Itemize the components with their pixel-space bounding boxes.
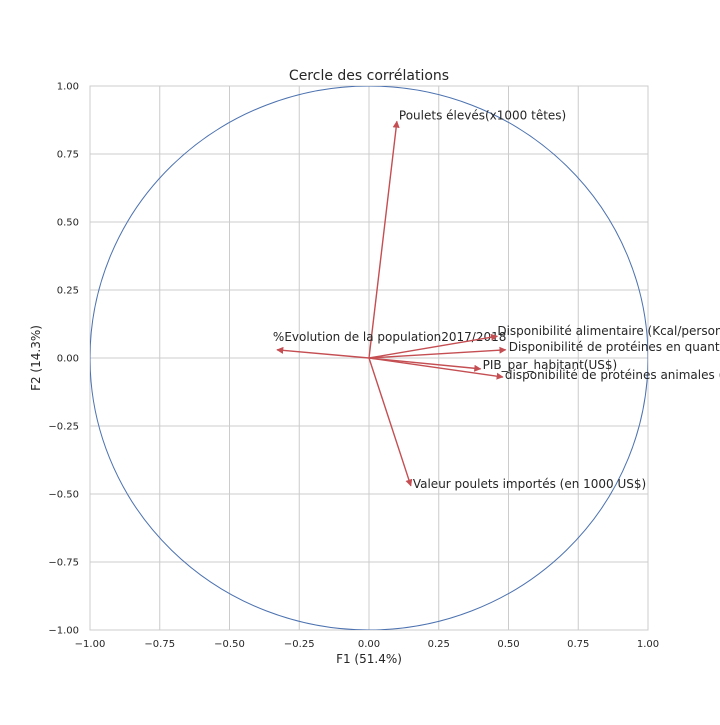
variable-label: Valeur poulets importés (en 1000 US$) [413,477,646,491]
y-tick-label: 0.50 [57,218,79,229]
x-tick-label: −0.75 [144,639,175,650]
y-tick-label: −0.50 [48,490,79,501]
x-tick-label: 0.50 [497,639,519,650]
y-tick-label: −0.25 [48,422,79,433]
variable-label: %Evolution de la population2017/2018 [273,330,506,344]
correlation-arrow [368,357,504,380]
variable-label: Disponibilité alimentaire (Kcal/personne… [497,324,720,338]
y-tick-label: 0.00 [57,354,79,365]
x-tick-label: 0.25 [428,639,450,650]
correlation-arrow [368,346,507,359]
x-tick-label: 0.00 [358,639,380,650]
correlation-arrow [276,346,370,359]
variable-label: Disponibilité de protéines en quantité (… [509,340,720,354]
variable-label: PIB_par_habitant(US$) [483,358,618,372]
x-tick-label: −1.00 [75,639,106,650]
chart-title: Cercle des corrélations [289,68,449,84]
x-tick-labels: −1.00 −0.75 −0.50 −0.25 0.00 0.25 0.50 0.75 1.00 [75,639,659,650]
y-tick-labels: −1.00 −0.75 −0.50 −0.25 0.00 0.25 0.50 0.75 1.00 [48,82,79,637]
y-tick-label: 0.75 [57,150,79,161]
y-tick-label: 0.25 [57,286,79,297]
y-tick-label: −0.75 [48,558,79,569]
correlation-arrow [368,357,413,487]
correlation-arrow [368,357,482,372]
x-axis-label: F1 (51.4%) [336,652,402,666]
y-tick-label: −1.00 [48,626,79,637]
variable-label: disponibilité de protéines animales (g/p… [505,368,720,382]
correlation-arrow [368,120,400,359]
y-axis-label: F2 (14.3%) [29,325,43,391]
x-tick-label: −0.50 [214,639,245,650]
x-tick-label: 1.00 [637,639,659,650]
y-tick-label: 1.00 [57,82,79,93]
variable-label: Poulets élevés(x1000 têtes) [399,108,566,122]
vector-layer: Poulets élevés(x1000 têtes) %Evolution de… [273,108,720,490]
x-tick-label: 0.75 [567,639,589,650]
correlation-arrow [368,333,499,359]
x-tick-label: −0.25 [284,639,315,650]
